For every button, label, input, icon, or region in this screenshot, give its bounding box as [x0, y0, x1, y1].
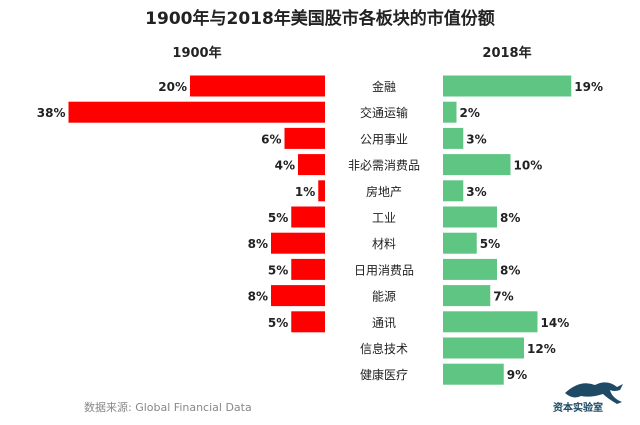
data-label-1900: 8%: [248, 290, 268, 304]
bar-1900: [284, 127, 325, 149]
category-label: 材料: [372, 237, 396, 251]
bar-2018: [443, 206, 497, 228]
category-label: 交通运输: [360, 105, 408, 120]
bar-2018: [443, 180, 464, 202]
bar-1900: [271, 232, 325, 254]
bar-2018: [443, 232, 477, 254]
bar-2018: [443, 285, 491, 307]
bar-2018: [443, 101, 457, 123]
category-label: 房地产: [366, 184, 402, 199]
data-label-2018: 5%: [480, 237, 500, 251]
data-label-2018: 10%: [514, 159, 543, 173]
data-label-1900: 4%: [275, 159, 295, 173]
bar-2018: [443, 127, 464, 149]
logo: 资本实验室: [553, 382, 623, 414]
bar-1900: [318, 180, 325, 202]
category-label: 非必需消费品: [348, 159, 420, 173]
category-label: 健康医疗: [360, 367, 408, 382]
data-label-2018: 3%: [466, 132, 486, 146]
bar-2018: [443, 311, 538, 333]
legend-2018: 2018年: [482, 45, 531, 61]
legend-1900: 1900年: [172, 45, 221, 61]
source-note: 数据来源: Global Financial Data: [84, 400, 252, 414]
bar-1900: [298, 154, 325, 176]
bar-2018: [443, 337, 524, 359]
bar-2018: [443, 75, 572, 97]
data-label-2018: 3%: [466, 185, 486, 199]
data-label-1900: 5%: [268, 316, 288, 330]
bar-2018: [443, 154, 511, 176]
category-label: 金融: [372, 79, 396, 94]
data-label-1900: 5%: [268, 211, 288, 225]
bar-2018: [443, 363, 504, 385]
bar-1900: [271, 285, 325, 307]
data-label-1900: 1%: [295, 185, 315, 199]
category-label: 信息技术: [360, 341, 408, 356]
bar-1900: [291, 311, 325, 333]
bar-2018: [443, 258, 497, 280]
category-label: 工业: [372, 211, 396, 225]
data-label-2018: 8%: [500, 263, 520, 277]
category-label: 通讯: [372, 316, 396, 330]
data-label-2018: 2%: [460, 106, 480, 120]
data-label-2018: 19%: [574, 80, 603, 94]
data-label-1900: 38%: [37, 106, 66, 120]
category-label: 能源: [372, 290, 396, 304]
data-label-2018: 14%: [541, 316, 570, 330]
bar-1900: [68, 101, 325, 123]
logo-text: 资本实验室: [553, 401, 603, 414]
bar-1900: [291, 258, 325, 280]
chart-title: 1900年与2018年美国股市各板块的市值份额: [145, 8, 495, 29]
category-label: 公用事业: [360, 132, 408, 146]
data-label-1900: 6%: [261, 132, 281, 146]
data-label-1900: 8%: [248, 237, 268, 251]
data-label-2018: 12%: [527, 342, 556, 356]
data-label-1900: 20%: [158, 80, 187, 94]
data-label-2018: 9%: [507, 368, 527, 382]
data-label-2018: 7%: [493, 290, 513, 304]
bar-1900: [291, 206, 325, 228]
data-label-2018: 8%: [500, 211, 520, 225]
bar-1900: [190, 75, 325, 97]
category-label: 日用消费品: [354, 263, 414, 277]
data-label-1900: 5%: [268, 263, 288, 277]
